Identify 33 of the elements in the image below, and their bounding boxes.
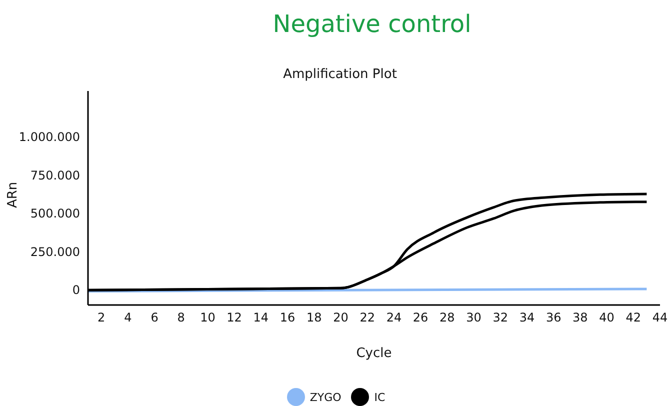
x-tick-label: 22 <box>360 310 375 325</box>
x-tick-label: 42 <box>626 310 642 325</box>
x-axis-title: Cycle <box>356 346 392 361</box>
x-tick-label: 8 <box>177 310 185 325</box>
x-tick-label: 4 <box>124 310 132 325</box>
x-tick-label: 2 <box>97 310 106 325</box>
x-tick-label: 12 <box>226 310 242 325</box>
x-tick-label: 34 <box>519 310 535 325</box>
x-tick-label: 18 <box>306 310 322 325</box>
x-tick-label: 6 <box>150 310 158 325</box>
y-tick-label: 750.000 <box>30 168 80 182</box>
x-tick-label: 38 <box>572 310 588 325</box>
x-tick-label: 40 <box>599 310 614 325</box>
x-tick-label: 16 <box>280 310 296 325</box>
chart-subtitle: Amplification Plot <box>282 67 398 82</box>
x-tick-label: 10 <box>200 310 216 325</box>
x-tick-label: 26 <box>412 310 428 325</box>
y-tick-label: 500.000 <box>30 206 80 221</box>
x-tick-label: 30 <box>466 310 482 325</box>
x-tick-label: 36 <box>546 310 562 325</box>
y-tick-label: 1.000.000 <box>18 130 80 144</box>
x-tick-label: 14 <box>253 310 269 325</box>
y-tick-label: 250.000 <box>30 244 80 259</box>
x-tick-label: 32 <box>492 310 508 325</box>
legend-label: IC <box>374 390 386 404</box>
y-tick-label: 0 <box>72 282 80 297</box>
x-tick-label: 20 <box>333 310 348 325</box>
x-tick-label: 44 <box>652 310 668 325</box>
chart-title: Negative control <box>272 10 472 38</box>
x-tick-label: 24 <box>386 310 402 325</box>
x-tick-label: 28 <box>440 310 455 325</box>
y-axis-title: ARn <box>6 182 21 208</box>
legend-label: ZYGO <box>310 390 342 404</box>
